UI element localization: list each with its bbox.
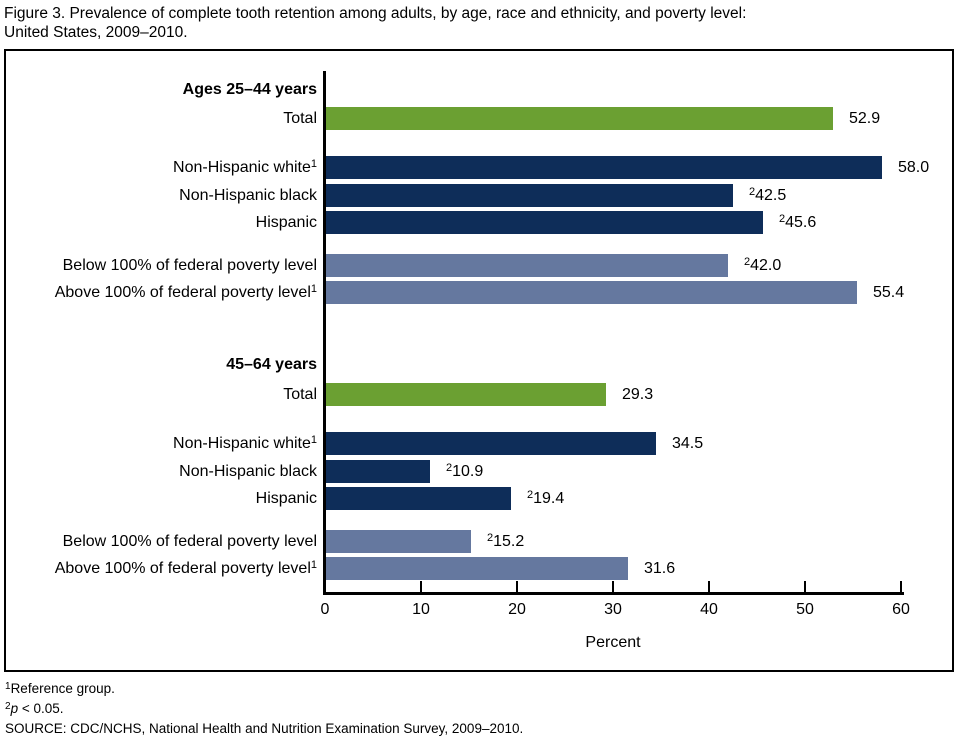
figure-title-line1: Figure 3. Prevalence of complete tooth r…	[4, 5, 747, 22]
footnote-superscript: 2	[5, 701, 11, 712]
footnote-pvalue: 2p < 0.05.	[5, 700, 523, 720]
footnote-text: Reference group.	[10, 681, 115, 696]
footnote-italic-p: p	[10, 701, 19, 716]
footnotes: 1Reference group. 2p < 0.05. SOURCE: CDC…	[5, 680, 523, 738]
footnote-source: SOURCE: CDC/NCHS, National Health and Nu…	[5, 720, 523, 738]
footnote-superscript: 1	[5, 681, 11, 692]
footnote-reference-group: 1Reference group.	[5, 680, 523, 700]
footnote-text: SOURCE: CDC/NCHS, National Health and Nu…	[5, 721, 524, 736]
figure-title-line2: United States, 2009–2010.	[4, 24, 188, 41]
figure-title: Figure 3. Prevalence of complete tooth r…	[4, 4, 746, 42]
chart-border-box	[4, 49, 954, 672]
footnote-text: < 0.05.	[18, 701, 64, 716]
